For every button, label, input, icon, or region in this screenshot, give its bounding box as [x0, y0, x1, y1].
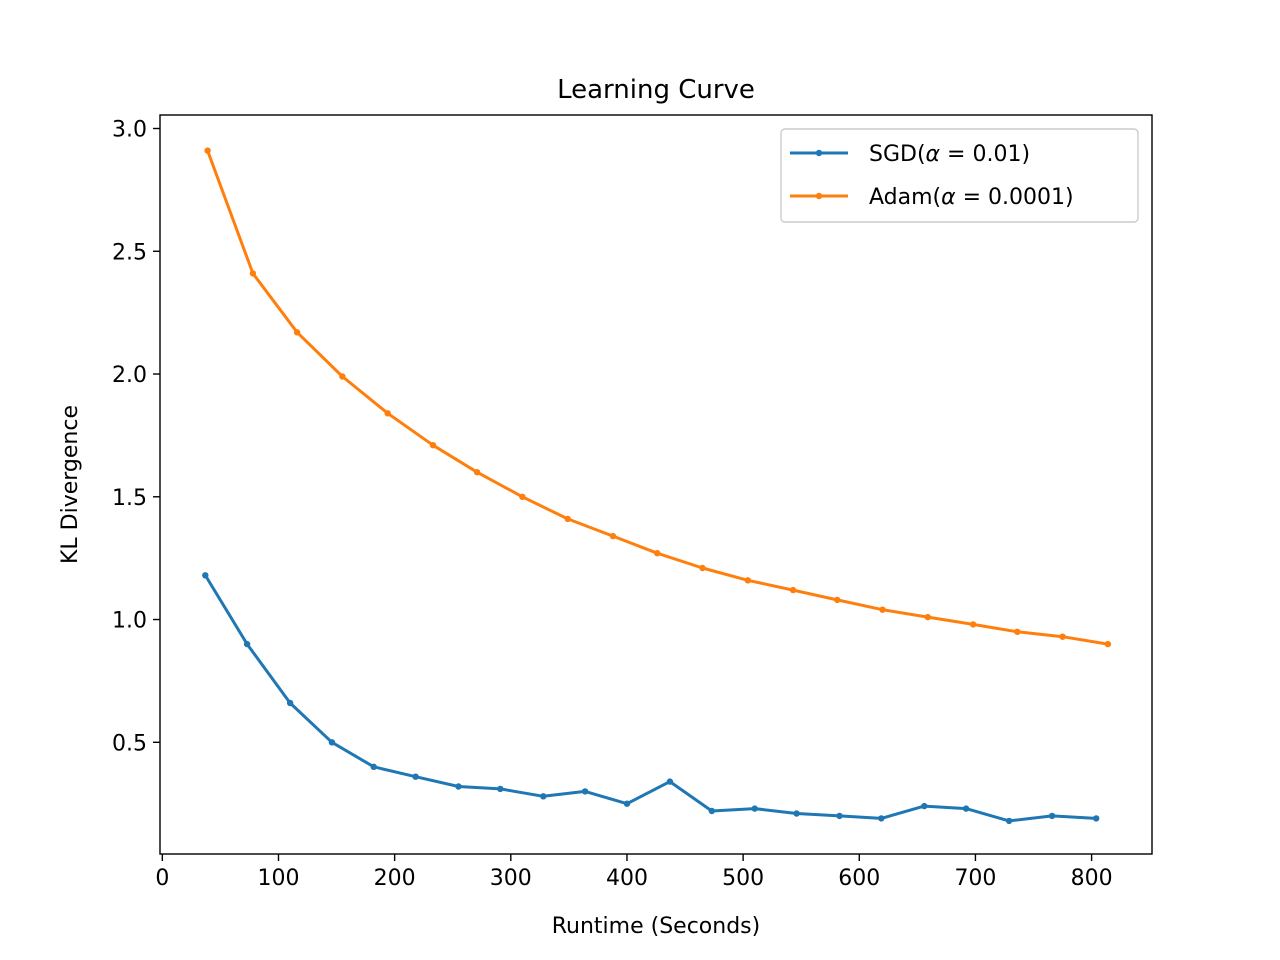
legend-marker-sgd: [815, 149, 823, 157]
data-point-sgd: [708, 807, 715, 815]
data-point-adam: [654, 550, 661, 557]
x-tick-label: 300: [490, 866, 532, 891]
legend: SGD(α = 0.01) Adam(α = 0.0001): [780, 128, 1139, 223]
data-point-adam: [609, 532, 617, 540]
data-point-adam: [1014, 628, 1021, 635]
legend-marker-adam: [815, 192, 823, 200]
data-point-adam: [1059, 633, 1066, 640]
data-point-sgd: [1048, 812, 1056, 820]
legend-label-sgd: SGD(α = 0.01): [869, 142, 1030, 167]
data-point-adam: [249, 270, 257, 277]
x-tick-label: 400: [606, 866, 648, 891]
data-point-adam: [924, 613, 931, 621]
data-point-sgd: [202, 572, 209, 579]
y-tick-label: 3.0: [112, 118, 147, 143]
data-point-adam: [564, 515, 571, 523]
y-tick-label: 1.5: [112, 486, 147, 511]
y-tick-label: 2.5: [112, 240, 147, 265]
legend-box: [780, 128, 1139, 223]
data-point-sgd: [455, 783, 462, 790]
x-axis-title: Runtime (Seconds): [552, 914, 760, 939]
x-tick-label: 500: [722, 866, 764, 891]
data-point-sgd: [370, 763, 377, 770]
data-point-sgd: [921, 802, 928, 810]
data-point-adam: [293, 329, 301, 336]
y-axis-title: KL Divergence: [58, 405, 83, 564]
data-point-adam: [969, 621, 977, 628]
data-point-sgd: [878, 815, 885, 822]
data-point-adam: [339, 373, 346, 380]
data-point-sgd: [286, 699, 294, 707]
data-point-sgd: [581, 788, 589, 795]
series-line-sgd: [203, 573, 1098, 823]
x-tick-label: 800: [1071, 866, 1113, 891]
data-point-adam: [744, 577, 751, 584]
data-point-adam: [519, 493, 526, 500]
y-tick-label: 0.5: [112, 731, 147, 756]
plot-frame: [159, 114, 1153, 855]
data-point-adam: [429, 442, 437, 449]
data-point-adam: [699, 564, 706, 572]
chart-title: Learning Curve: [557, 75, 755, 105]
data-point-sgd: [412, 773, 419, 780]
data-point-adam: [834, 596, 841, 604]
x-axis: 0 100 200 300 400 500 600 700 800: [155, 854, 1113, 891]
data-point-sgd: [751, 805, 758, 812]
data-point-sgd: [836, 812, 843, 820]
y-axis: 0.5 1.0 1.5 2.0 2.5 3.0: [112, 118, 160, 756]
y-tick-label: 1.0: [112, 609, 147, 634]
data-point-sgd: [962, 805, 970, 812]
data-point-sgd: [540, 793, 547, 800]
data-point-sgd: [666, 778, 674, 785]
data-point-adam: [1104, 640, 1112, 648]
data-point-adam: [204, 147, 211, 154]
data-point-adam: [879, 606, 886, 613]
data-point-sgd: [1093, 815, 1100, 822]
data-point-adam: [473, 469, 481, 476]
series-layer: [202, 147, 1112, 825]
data-point-sgd: [793, 810, 800, 817]
x-tick-label: 700: [954, 866, 996, 891]
data-point-sgd: [497, 785, 504, 793]
x-tick-label: 0: [155, 866, 169, 891]
data-point-adam: [789, 586, 797, 594]
data-point-sgd: [243, 640, 251, 648]
data-point-sgd: [1005, 817, 1013, 825]
data-point-adam: [384, 410, 391, 417]
x-tick-label: 100: [257, 866, 299, 891]
x-tick-label: 600: [838, 866, 880, 891]
y-tick-label: 2.0: [112, 363, 147, 388]
legend-label-adam: Adam(α = 0.0001): [869, 185, 1074, 210]
x-tick-label: 200: [374, 866, 416, 891]
data-point-sgd: [623, 800, 631, 807]
plot-area: [160, 115, 1152, 854]
data-point-sgd: [328, 739, 336, 746]
